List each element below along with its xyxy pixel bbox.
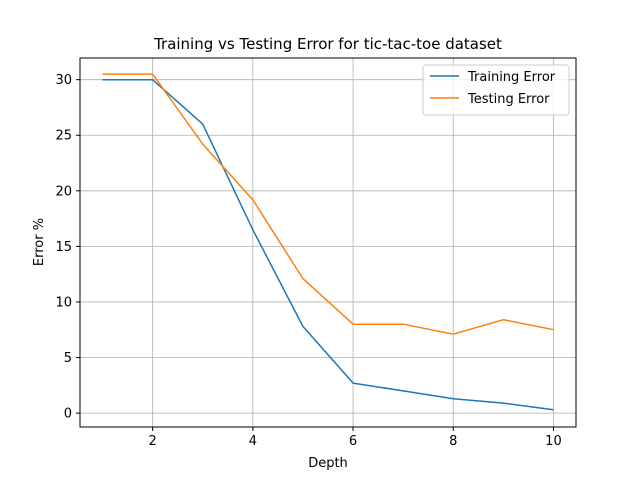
x-tick-label: 6 [349, 434, 357, 449]
series-lines [102, 73, 554, 411]
x-tick-label: 4 [249, 434, 257, 449]
grid [80, 58, 576, 427]
x-tick-label: 10 [545, 434, 562, 449]
y-tick-label: 0 [64, 407, 72, 422]
legend-label-testing-error: Testing Error [467, 92, 550, 107]
series-line-testing-error [102, 73, 554, 335]
x-tick-label: 2 [149, 434, 157, 449]
y-tick-label: 10 [55, 295, 72, 310]
y-tick-label: 30 [55, 73, 72, 88]
x-axis-title: Depth [308, 456, 348, 471]
series-line-training-error [102, 78, 554, 411]
ticks: 2 4 6 8 10 0 5 10 15 20 25 30 [55, 73, 561, 449]
x-tick-label: 8 [449, 434, 457, 449]
legend-box [422, 64, 570, 116]
legend-label-training-error: Training Error [467, 70, 556, 85]
y-tick-label: 25 [55, 129, 72, 144]
y-tick-label: 20 [55, 184, 72, 199]
y-tick-label: 5 [64, 351, 72, 366]
chart-title: Training vs Testing Error for tic-tac-to… [153, 35, 502, 53]
legend: Training Error Testing Error [422, 64, 570, 116]
y-axis-title: Error % [32, 218, 47, 266]
plot-frame [79, 57, 577, 428]
y-tick-label: 15 [55, 240, 72, 255]
